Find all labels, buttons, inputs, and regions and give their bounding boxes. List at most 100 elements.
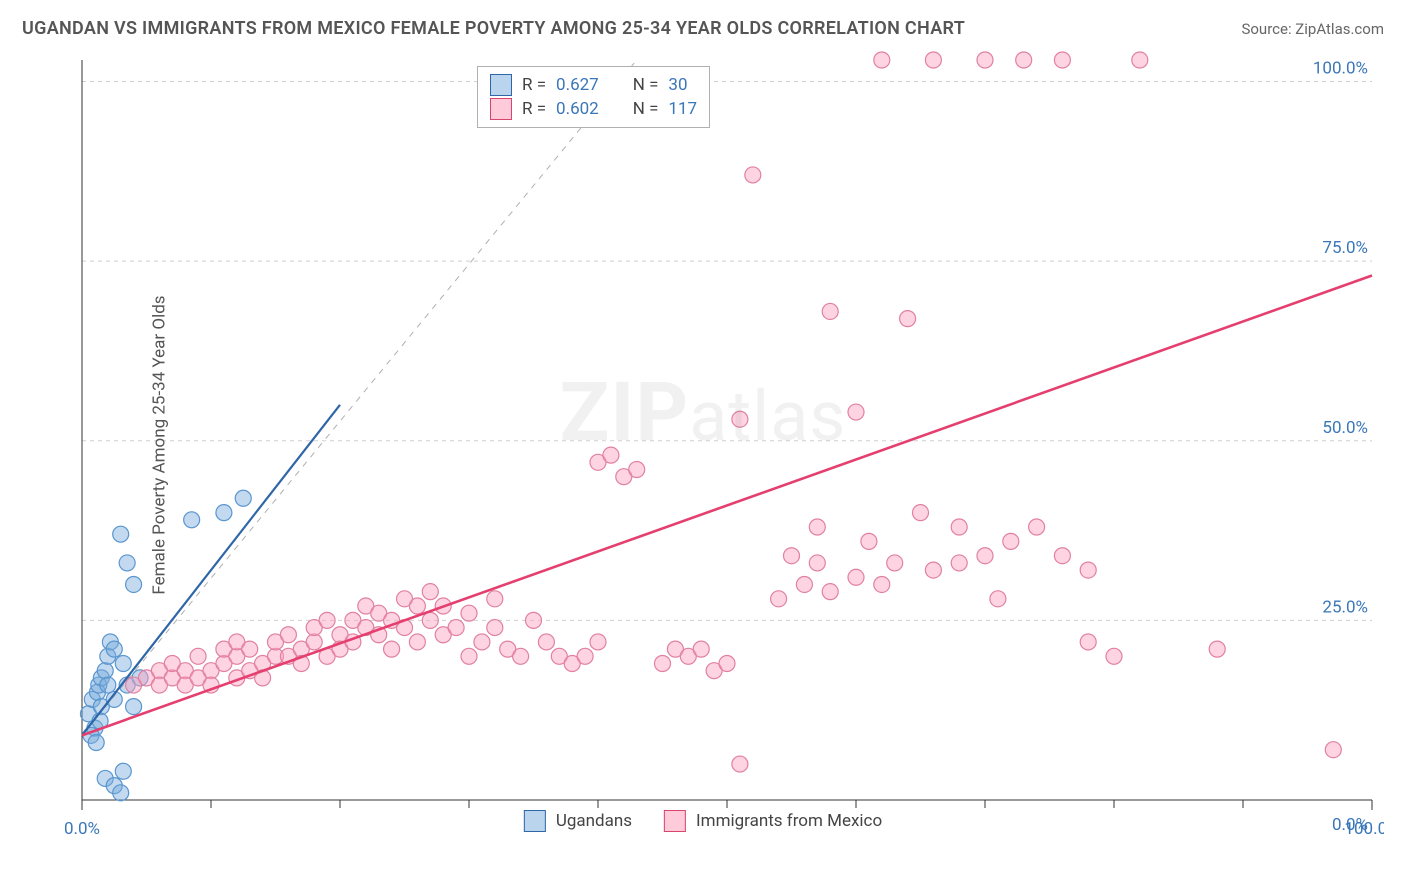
y-axis-label: Female Poverty Among 25-34 Year Olds [150, 295, 170, 594]
data-point-ugandans [216, 505, 232, 521]
stat-r-label: R = [522, 97, 546, 121]
data-point-mexico [487, 591, 503, 607]
correlation-stats-box: R = 0.627 N = 30R = 0.602 N = 117 [477, 66, 710, 128]
stat-n-label: N = [633, 73, 659, 97]
data-point-mexico [822, 303, 838, 319]
data-point-ugandans [126, 699, 142, 715]
data-point-mexico [784, 548, 800, 564]
data-point-mexico [1132, 52, 1148, 68]
data-point-mexico [422, 612, 438, 628]
data-point-mexico [242, 641, 258, 657]
data-point-mexico [319, 612, 335, 628]
data-point-mexico [861, 533, 877, 549]
legend-item-mexico: Immigrants from Mexico [664, 810, 882, 832]
data-point-mexico [538, 634, 554, 650]
data-point-mexico [900, 311, 916, 327]
data-point-mexico [925, 52, 941, 68]
data-point-mexico [474, 634, 490, 650]
data-point-mexico [745, 167, 761, 183]
data-point-ugandans [100, 677, 116, 693]
data-point-mexico [693, 641, 709, 657]
stat-r-value: 0.602 [556, 97, 599, 121]
data-point-mexico [977, 548, 993, 564]
data-point-mexico [809, 519, 825, 535]
data-point-mexico [590, 634, 606, 650]
data-point-mexico [448, 620, 464, 636]
data-point-mexico [190, 648, 206, 664]
y-tick-label: 50.0% [1322, 418, 1368, 438]
data-point-mexico [1003, 533, 1019, 549]
data-point-mexico [1325, 742, 1341, 758]
stat-r-value: 0.627 [556, 73, 599, 97]
data-point-mexico [1209, 641, 1225, 657]
data-point-mexico [732, 411, 748, 427]
scatter-plot: 0.0%100.0%0.0%25.0%50.0%75.0%100.0% [22, 50, 1384, 870]
data-point-ugandans [115, 655, 131, 671]
stat-r-label: R = [522, 73, 546, 97]
data-point-mexico [655, 655, 671, 671]
data-point-mexico [461, 605, 477, 621]
y-tick-label: 0.0% [1332, 815, 1368, 835]
data-point-mexico [796, 576, 812, 592]
data-point-mexico [384, 641, 400, 657]
data-point-mexico [1054, 52, 1070, 68]
data-point-mexico [603, 447, 619, 463]
legend-swatch-ugandans [490, 74, 512, 96]
data-point-mexico [951, 519, 967, 535]
data-point-ugandans [113, 526, 129, 542]
legend-swatch-ugandans [524, 810, 546, 832]
source-label: Source: ZipAtlas.com [1241, 20, 1384, 38]
data-point-mexico [809, 555, 825, 571]
data-point-mexico [822, 584, 838, 600]
data-point-mexico [1029, 519, 1045, 535]
data-point-ugandans [235, 490, 251, 506]
data-point-mexico [409, 598, 425, 614]
data-point-mexico [719, 655, 735, 671]
series-legend: Ugandans Immigrants from Mexico [524, 810, 882, 832]
data-point-ugandans [119, 555, 135, 571]
data-point-ugandans [126, 576, 142, 592]
stat-n-value: 117 [668, 97, 697, 121]
legend-swatch-mexico [664, 810, 686, 832]
chart-title: UGANDAN VS IMMIGRANTS FROM MEXICO FEMALE… [22, 18, 965, 39]
data-point-mexico [1016, 52, 1032, 68]
legend-swatch-mexico [490, 98, 512, 120]
stats-row-ugandans: R = 0.627 N = 30 [490, 73, 697, 97]
data-point-mexico [848, 404, 864, 420]
data-point-mexico [925, 562, 941, 578]
data-point-mexico [874, 52, 890, 68]
y-tick-label: 25.0% [1322, 597, 1368, 617]
data-point-mexico [409, 634, 425, 650]
data-point-mexico [513, 648, 529, 664]
data-point-mexico [280, 627, 296, 643]
stat-n-value: 30 [668, 73, 687, 97]
data-point-mexico [1054, 548, 1070, 564]
data-point-mexico [487, 620, 503, 636]
y-tick-label: 100.0% [1313, 59, 1368, 79]
data-point-mexico [629, 462, 645, 478]
data-point-mexico [422, 584, 438, 600]
data-point-ugandans [106, 641, 122, 657]
data-point-mexico [887, 555, 903, 571]
data-point-mexico [874, 576, 890, 592]
legend-label-mexico: Immigrants from Mexico [696, 811, 882, 831]
data-point-ugandans [184, 512, 200, 528]
x-tick-label: 0.0% [64, 819, 100, 839]
data-point-mexico [977, 52, 993, 68]
data-point-mexico [1080, 562, 1096, 578]
legend-label-ugandans: Ugandans [556, 811, 632, 831]
y-tick-label: 75.0% [1322, 238, 1368, 258]
data-point-mexico [577, 648, 593, 664]
data-point-mexico [1080, 634, 1096, 650]
data-point-mexico [1106, 648, 1122, 664]
data-point-mexico [461, 648, 477, 664]
data-point-mexico [990, 591, 1006, 607]
legend-item-ugandans: Ugandans [524, 810, 632, 832]
data-point-ugandans [97, 663, 113, 679]
data-point-ugandans [113, 785, 129, 801]
data-point-mexico [732, 756, 748, 772]
data-point-ugandans [88, 735, 104, 751]
data-point-ugandans [115, 763, 131, 779]
chart-container: Female Poverty Among 25-34 Year Olds ZIP… [22, 50, 1384, 840]
data-point-mexico [951, 555, 967, 571]
